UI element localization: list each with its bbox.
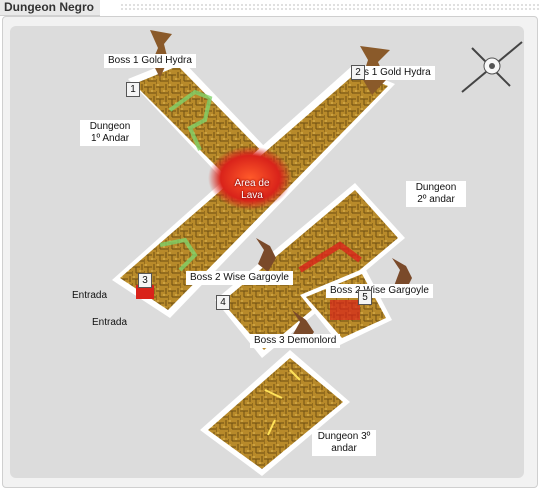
marker-5: 5 (358, 290, 372, 305)
marker-3: 3 (138, 273, 152, 288)
marker-4: 4 (216, 295, 230, 310)
page-header: Dungeon Negro (0, 0, 540, 16)
marker-1: 1 (126, 82, 140, 97)
lava-patch (136, 285, 154, 299)
label-boss-1-gold-hydra-right: s 1 Gold Hydra (360, 66, 435, 80)
label-boss-3-demonlord: Boss 3 Demonlord (250, 334, 341, 348)
compass-icon (461, 41, 523, 93)
lava-area (208, 146, 292, 210)
label-dungeon-2-andar: Dungeon 2º andar (406, 181, 466, 207)
dungeon-floor-3 (200, 350, 350, 476)
boss-2-gargoyle-statue-left (256, 238, 276, 272)
corridor-path (168, 89, 213, 151)
marker-2: 2 (351, 65, 365, 80)
label-boss-2-wise-gargoyle-right: Boss 2 Wise Gargoyle (326, 284, 433, 298)
label-boss-2-wise-gargoyle-left: Boss 2 Wise Gargoyle (186, 271, 293, 285)
dungeon-floor-2 (215, 183, 405, 358)
lava-patch (330, 300, 360, 320)
corridor-path (264, 369, 301, 436)
label-entrada-lower: Entrada (92, 317, 128, 328)
label-entrada-upper: Entrada (72, 290, 108, 301)
label-dungeon-3-andar: Dungeon 3º andar (312, 430, 376, 456)
header-decoration (120, 3, 540, 12)
lava-path (298, 241, 362, 273)
corridor-path (159, 237, 198, 272)
label-area-de-lava: Area de Lava (234, 178, 270, 201)
label-boss-1-gold-hydra-left: Boss 1 Gold Hydra (104, 54, 196, 68)
label-dungeon-1-andar: Dungeon 1º Andar (80, 120, 140, 146)
page-title: Dungeon Negro (0, 0, 100, 16)
